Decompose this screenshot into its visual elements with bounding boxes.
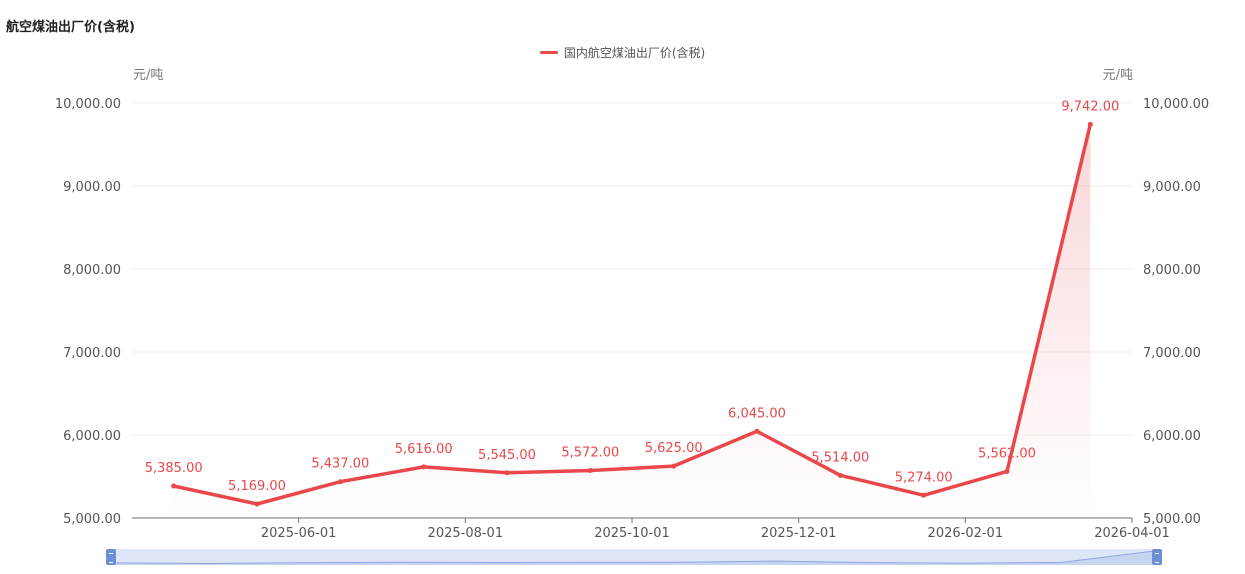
data-point [671,463,677,469]
data-point [587,468,593,474]
sparkline-line [112,550,1157,565]
right-unit-label: 元/吨 [1103,68,1133,83]
datazoom-sparkline [112,550,1157,565]
data-label: 5,385.00 [145,461,203,476]
y-tick-label-left: 8,000.00 [63,263,121,278]
x-tick-label: 2025-06-01 [261,526,337,541]
x-tick-label: 2025-12-01 [761,526,837,541]
data-label: 5,545.00 [478,448,536,463]
x-tick-label: 2025-08-01 [428,526,504,541]
data-label: 6,045.00 [728,406,786,421]
series-area [173,124,1091,519]
data-point [754,428,760,434]
gridlines [132,102,1132,436]
y-tick-label-right: 8,000.00 [1143,263,1201,278]
data-label: 5,625.00 [645,441,703,456]
data-point [1004,468,1010,474]
series-line[interactable] [173,123,1093,506]
data-point [254,501,260,507]
legend-item[interactable]: 国内航空煤油出厂价(含税) [539,44,706,61]
data-label: 5,616.00 [395,442,453,457]
x-tick-label: 2025-10-01 [594,526,670,541]
y-tick-label-right: 5,000.00 [1143,512,1201,527]
data-label: 5,572.00 [561,446,619,461]
x-tick-label: 2026-02-01 [928,526,1004,541]
data-label: 9,742.00 [1061,99,1119,114]
data-label: 5,514.00 [811,450,869,465]
y-tick-label-right: 10,000.00 [1143,97,1209,112]
datazoom-left-handle[interactable] [106,549,116,565]
x-axis: 2025-06-01 2025-08-01 2025-10-01 2025-12-01… [261,518,1170,541]
y-tick-label-right: 7,000.00 [1143,346,1201,361]
data-point [1087,121,1093,127]
data-point [504,470,510,476]
y-axis-right: 5,000.00 6,000.00 7,000.00 8,000.00 9,000.00… [1143,97,1209,527]
data-label: 5,169.00 [228,479,286,494]
data-label: 5,437.00 [311,457,369,472]
y-tick-label-left: 10,000.00 [55,97,121,112]
series-points [171,121,1093,507]
data-label: 5,562.00 [978,446,1036,461]
legend-swatch [539,51,558,54]
y-tick-label-left: 7,000.00 [63,346,121,361]
data-point [921,492,927,498]
data-labels: 5,385.00 5,169.00 5,437.00 5,616.00 5,545.00… [145,99,1120,494]
y-tick-label-left: 5,000.00 [63,512,121,527]
y-axis-left: 5,000.00 6,000.00 7,000.00 8,000.00 9,000.00… [55,97,121,527]
datazoom-right-handle[interactable] [1152,549,1162,565]
y-tick-label-right: 6,000.00 [1143,429,1201,444]
y-tick-label-right: 9,000.00 [1143,180,1201,195]
x-tick-label: 2026-04-01 [1094,526,1170,541]
left-unit-label: 元/吨 [133,68,163,83]
y-tick-label-left: 9,000.00 [63,180,121,195]
data-point [837,472,843,478]
y-tick-label-left: 6,000.00 [63,429,121,444]
data-point [337,479,343,485]
data-point [421,464,427,470]
legend: 国内航空煤油出厂价(含税) [0,43,1245,61]
datazoom-slider[interactable] [112,549,1157,565]
data-point [171,483,177,489]
data-label: 5,274.00 [895,470,953,485]
legend-label: 国内航空煤油出厂价(含税) [563,46,706,60]
chart-title: 航空煤油出厂价(含税) [6,20,135,35]
